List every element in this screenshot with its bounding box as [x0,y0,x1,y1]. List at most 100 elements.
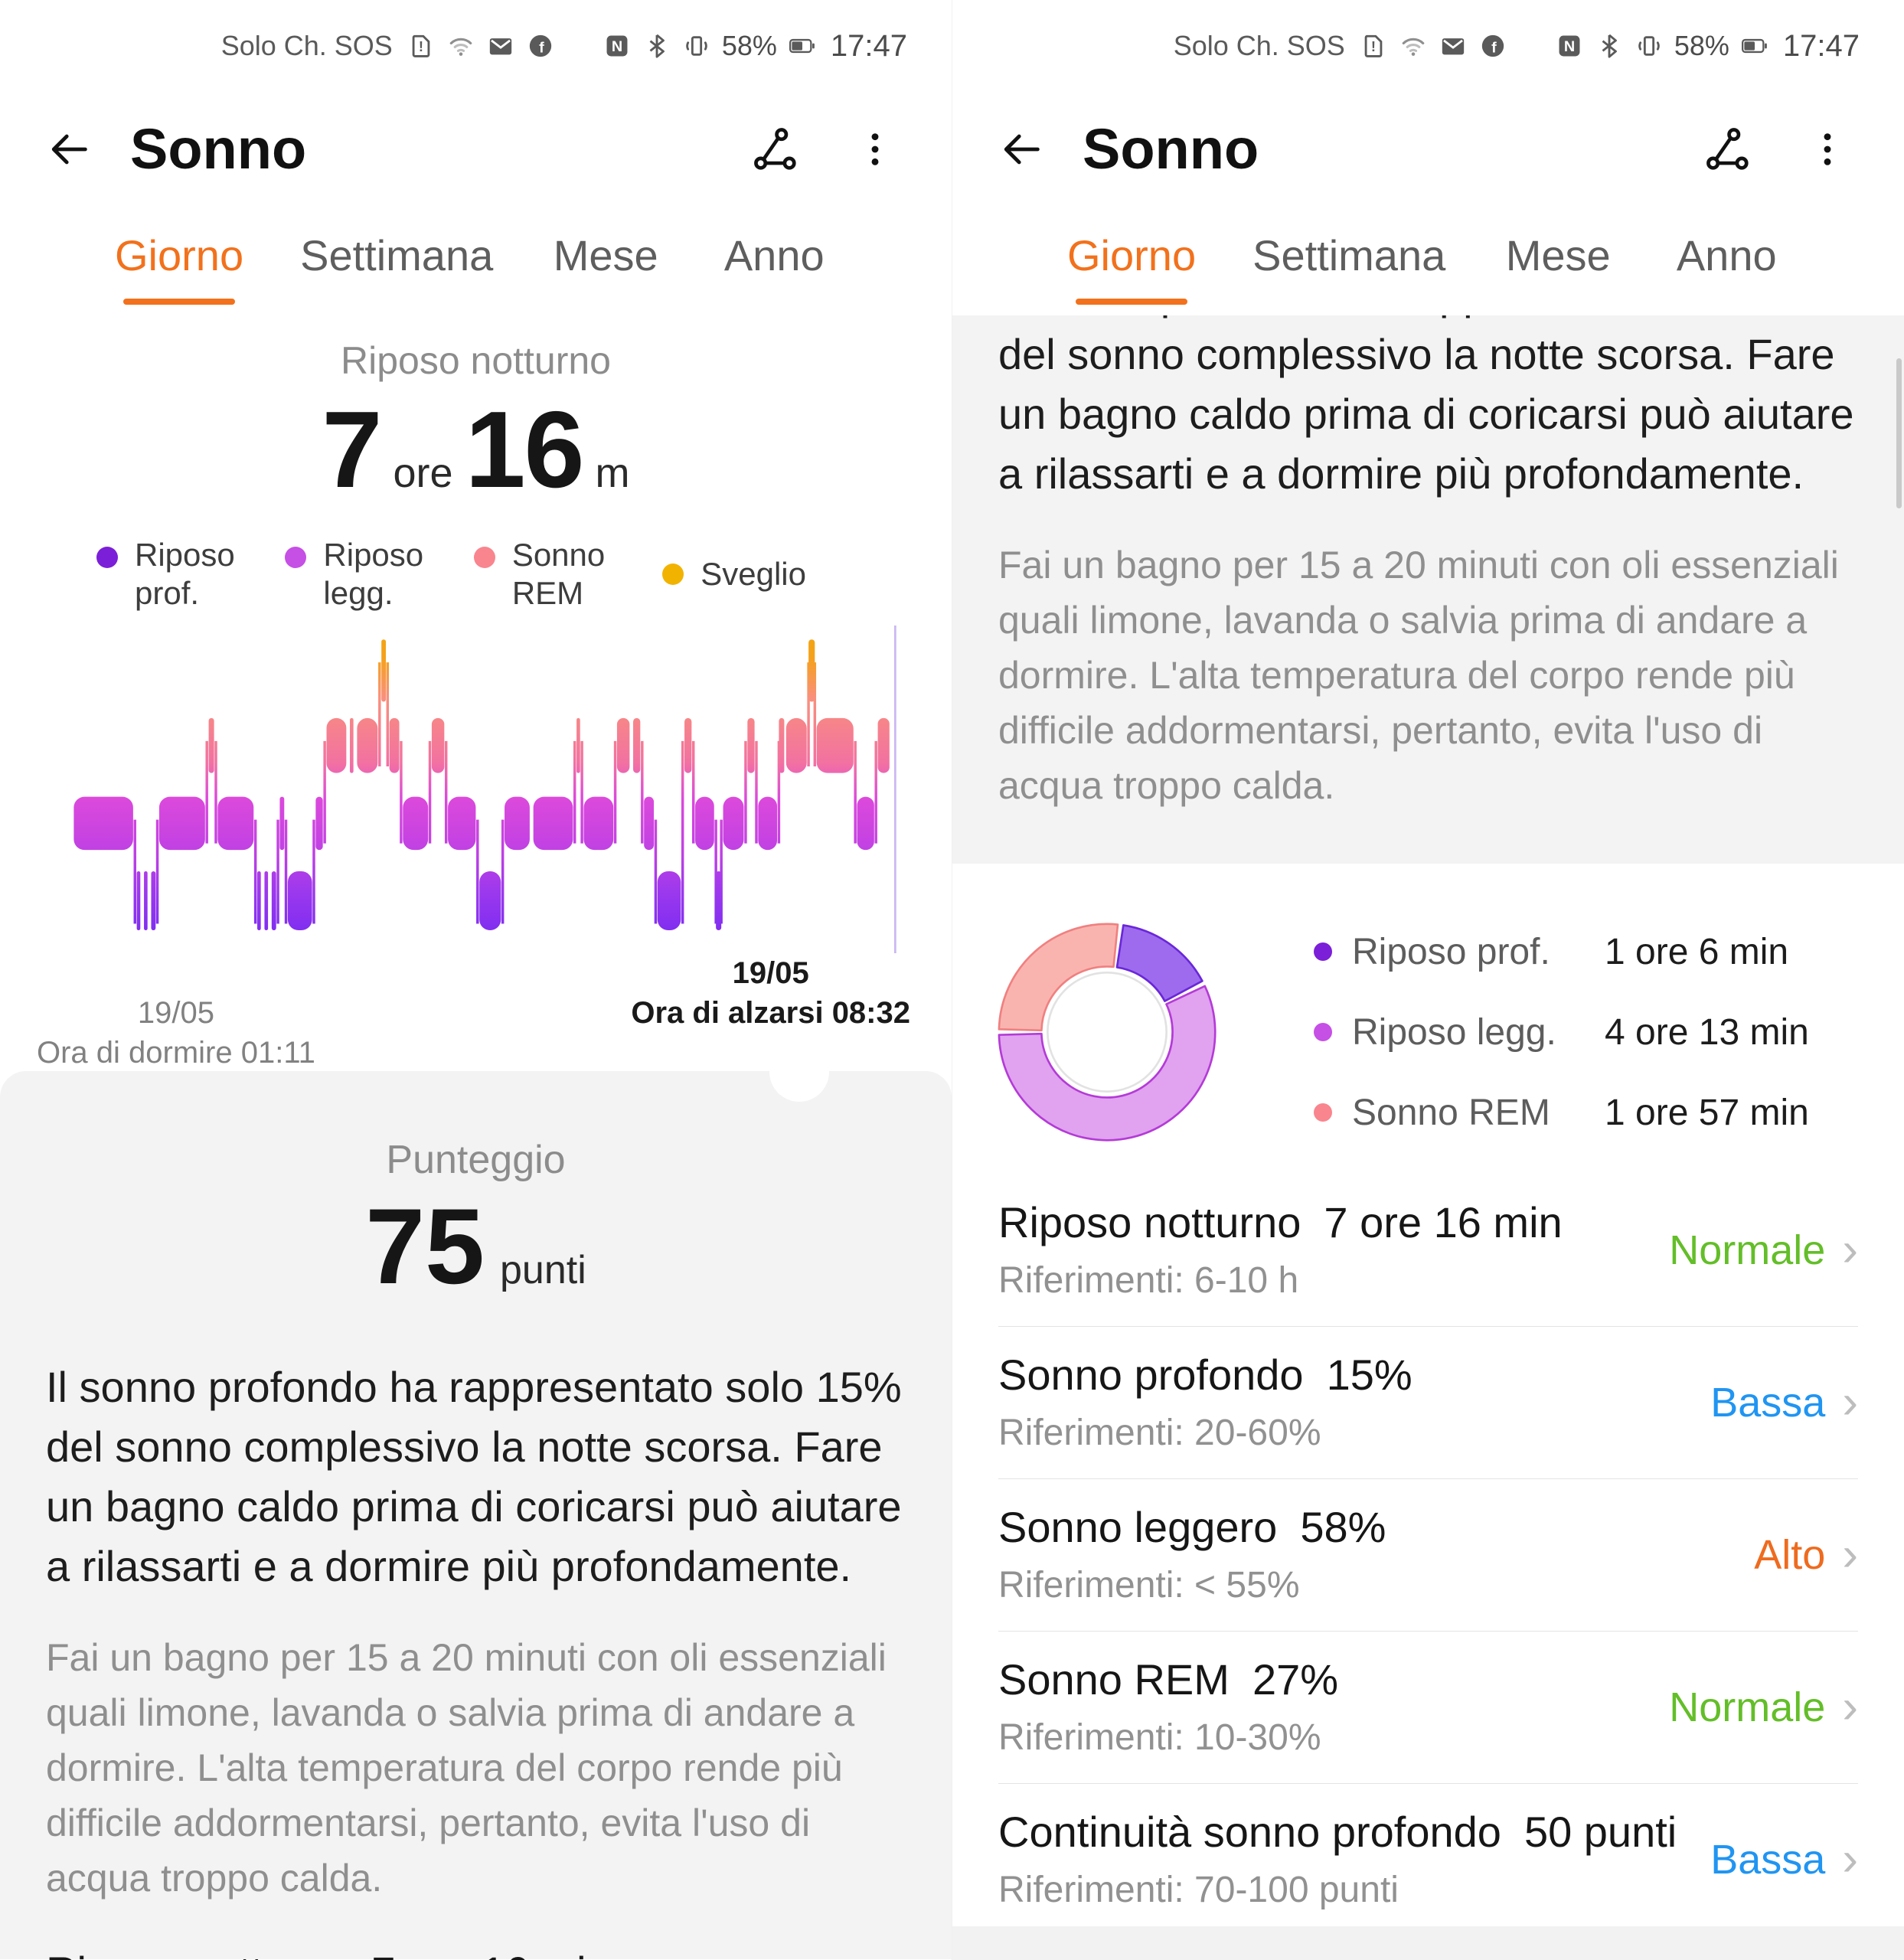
status-bar: Solo Ch. SOS ! f N 58% 17:47 [952,0,1904,84]
clock: 17:47 [830,28,907,63]
wifi-icon [446,31,475,60]
facebook-icon: f [1478,31,1507,60]
score-sheet: Punteggio 75 punti Il sonno profondo ha r… [0,1041,952,1959]
back-button[interactable] [998,125,1047,174]
svg-text:f: f [539,40,544,57]
app-header: Sonno [0,84,952,204]
metric-status: Bassa › [1710,1379,1858,1426]
waketime-label: 19/05 Ora di alzarsi 08:32 [631,956,910,1030]
donut-legend-deep: Riposo prof. 1 ore 6 min [1314,931,1865,973]
donut-legend: Riposo prof. 1 ore 6 min Riposo legg. 4 or… [1314,931,1865,1134]
metric-reference: Riferimenti: 6-10 h [998,1260,1299,1301]
tab-anno[interactable]: Anno [1676,231,1777,279]
tab-mese[interactable]: Mese [553,231,658,279]
mail-icon [486,31,515,60]
carrier-label: Solo Ch. SOS [1173,30,1345,61]
sleep-hypnogram-chart[interactable] [72,625,900,953]
night-sleep-summary: Riposo notturno 7 ore 16 m [0,338,952,513]
sleep-day-screen-top: Solo Ch. SOS ! f N 58% 17:47 Sonno Giorn… [0,0,952,1960]
metric-title: Continuità sonno profondo 50 punti [998,1808,1677,1856]
sleep-minutes: 16 [465,389,585,511]
legend-light: Riposo legg. [285,536,438,613]
sim-alert-icon: ! [407,31,436,60]
tab-giorno[interactable]: Giorno [115,230,243,305]
period-tabs: Giorno Settimana Mese Anno [1067,230,1904,305]
sleep-score: Punteggio 75 punti [46,1137,906,1308]
donut-legend-rem: Sonno REM 1 ore 57 min [1314,1092,1865,1134]
svg-text:N: N [612,38,622,55]
battery-icon [788,31,817,60]
metric-title: Sonno profondo 15% [998,1351,1412,1399]
advice-body: Fai un bagno per 15 a 20 minuti con oli … [998,544,1839,807]
score-value: 75 [365,1185,485,1306]
share-icon[interactable] [1700,122,1755,177]
svg-text:f: f [1491,40,1497,57]
battery-percent: 58% [721,30,777,61]
tab-mese[interactable]: Mese [1505,231,1611,279]
sleep-metrics-list: Riposo notturno 7 ore 16 min Riferimenti: … [998,1174,1858,1960]
share-icon[interactable] [748,122,803,177]
clock: 17:47 [1782,28,1860,63]
legend-rem: Sonno REM [473,536,627,613]
status-badge: Normale [1669,1227,1826,1273]
hypnogram-legend: Riposo prof. Riposo legg. Sonno REM Sveg… [96,536,806,613]
status-bar: Solo Ch. SOS ! f N 58% 17:47 [0,0,952,84]
light-dot-icon [1314,1023,1332,1041]
chevron-right-icon: › [1842,1833,1858,1886]
more-menu-icon[interactable] [847,122,903,177]
metric-reference: Riferimenti: 70-100 punti [998,1870,1399,1910]
metric-status: Alto › [1754,1531,1858,1579]
metric-row[interactable]: Sonno profondo 15% Riferimenti: 20-60% Bass… [998,1327,1858,1479]
sleep-composition-card: Riposo prof.1 ore 6 min Riposo legg.4 or… [0,1958,952,1960]
app-header: Sonno [952,84,1904,204]
rem-dot-icon [1314,1103,1332,1122]
status-badge: Bassa [1710,1380,1826,1426]
deep-dot-icon [96,547,118,568]
metric-row[interactable]: Sonno REM 27% Riferimenti: 10-30% Normale › [998,1632,1858,1784]
page-title: Sonno [130,117,307,181]
tab-giorno[interactable]: Giorno [1067,230,1196,305]
metric-row[interactable]: Sonno leggero 58% Riferimenti: < 55% Alto › [998,1479,1858,1632]
next-section-peek [952,1926,1904,1960]
facebook-icon: f [526,31,555,60]
sheet-drag-handle[interactable] [769,1041,829,1102]
advice-body: Fai un bagno per 15 a 20 minuti con oli … [46,1635,887,1900]
metric-title: Sonno REM 27% [998,1655,1339,1704]
tab-settimana[interactable]: Settimana [1252,231,1446,279]
vibrate-icon [1635,31,1664,60]
status-badge: Normale [1669,1684,1826,1730]
metric-status: Bassa › [1710,1836,1858,1883]
metric-row[interactable]: Continuità sonno profondo 50 punti Riferim… [998,1784,1858,1936]
scrollbar[interactable] [1896,358,1902,508]
awake-dot-icon [662,564,684,586]
chevron-right-icon: › [1842,1681,1858,1733]
advice-headline: Il sonno profondo ha rappresentato solo … [46,1362,902,1590]
sleep-day-screen-scrolled: Solo Ch. SOS ! f N 58% 17:47 Sonno Giorn… [952,0,1904,1960]
bluetooth-icon [1595,31,1624,60]
nfc-icon: N [1555,31,1584,60]
nfc-icon: N [603,31,632,60]
status-badge: Alto [1754,1532,1826,1578]
sleep-stage-donut-chart [998,923,1217,1142]
hypnogram-axis-labels: 19/05 Ora di dormire 01:11 19/05 Ora di … [31,953,921,1070]
tab-anno[interactable]: Anno [723,231,825,279]
metric-status: Normale › [1669,1684,1858,1731]
light-dot-icon [285,547,307,568]
chevron-right-icon: › [1842,1376,1858,1429]
chevron-right-icon: › [1842,1528,1858,1581]
more-menu-icon[interactable] [1800,122,1855,177]
tab-settimana[interactable]: Settimana [300,231,494,279]
status-badge: Bassa [1710,1837,1826,1883]
advice-headline: Il sonno profondo ha rappresentato solo … [998,315,1854,498]
legend-deep: Riposo prof. [96,536,250,613]
sleep-composition-card: Riposo prof.1 ore 6 min Riposo legg.4 or… [952,864,1904,1155]
svg-text:N: N [1564,38,1575,55]
sleep-hours: 7 [322,389,383,511]
sim-alert-icon: ! [1359,31,1388,60]
carrier-label: Solo Ch. SOS [220,30,393,61]
back-button[interactable] [46,125,95,174]
